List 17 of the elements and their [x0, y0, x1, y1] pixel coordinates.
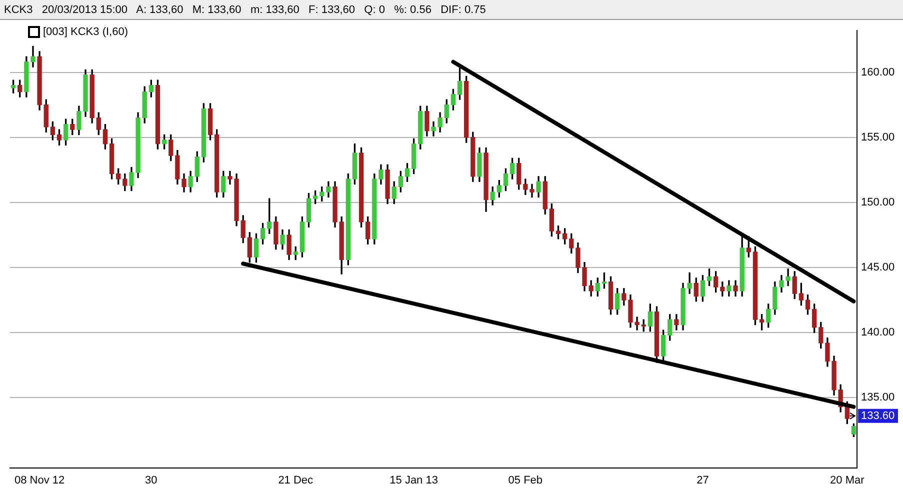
- x-tick-label: 21 Dec: [278, 474, 314, 487]
- chart-subtitle: [003] KCK3 (I,60): [43, 26, 128, 38]
- x-tick-label: 20 Mar: [830, 474, 865, 487]
- chart-title: KCK3 20/03/2013 15:00 A: 133,60 M: 133,60 m: 133,60 F: 133,60 Q: 0 %: 0.56 DIF: 0.75: [0, 0, 903, 20]
- x-tick-label: 05 Feb: [508, 474, 543, 487]
- y-tick-label: 150.00: [861, 196, 895, 208]
- x-tick-label: 27: [696, 474, 709, 487]
- y-tick-label: 160.00: [861, 66, 895, 78]
- x-tick-label: 15 Jan 13: [390, 474, 438, 487]
- y-tick-label: 140.00: [861, 326, 895, 339]
- candlestick: [30, 46, 36, 68]
- y-tick-label: 135.00: [861, 392, 895, 404]
- y-tick-label: 145.00: [861, 262, 895, 274]
- x-tick-label: 08 Nov 12: [14, 474, 65, 487]
- annotation: 133.60: [861, 410, 895, 422]
- x-tick-label: 30: [145, 474, 158, 487]
- y-tick-label: 155.00: [861, 131, 895, 144]
